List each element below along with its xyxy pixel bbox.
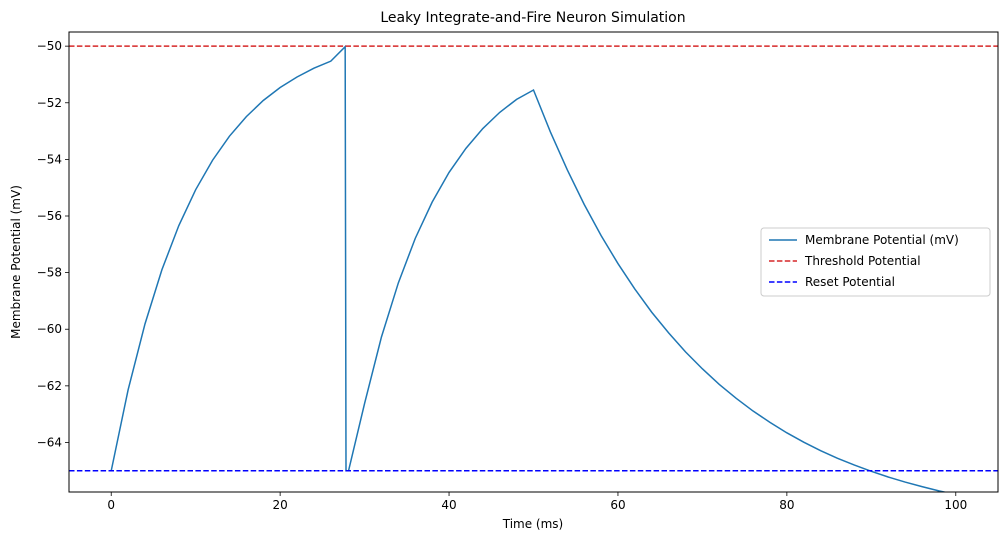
chart-title: Leaky Integrate-and-Fire Neuron Simulati… xyxy=(380,10,685,26)
y-tick-label: −58 xyxy=(37,266,62,280)
y-tick-label: −50 xyxy=(37,39,62,53)
y-tick-label: −60 xyxy=(37,322,62,336)
legend-label: Membrane Potential (mV) xyxy=(805,233,959,247)
plot-area xyxy=(69,44,998,492)
plot-frame xyxy=(68,31,999,493)
x-tick-label: 80 xyxy=(779,498,794,512)
y-tick-label: −54 xyxy=(37,152,62,166)
series-line-1 xyxy=(110,44,948,492)
x-tick-label: 100 xyxy=(944,498,967,512)
y-tick-label: −62 xyxy=(37,379,62,393)
legend-label: Reset Potential xyxy=(805,275,895,289)
x-tick-label: 0 xyxy=(107,498,115,512)
x-axis: 0 20 40 60 80 100 xyxy=(107,492,967,512)
legend-box xyxy=(760,227,991,297)
legend-label: Threshold Potential xyxy=(804,254,921,268)
y-tick-label: −56 xyxy=(37,209,62,223)
x-tick-label: 20 xyxy=(272,498,287,512)
x-tick-label: 40 xyxy=(441,498,456,512)
x-axis-label: Time (ms) xyxy=(502,517,564,531)
legend: Membrane Potential (mV) Threshold Potenti… xyxy=(760,227,991,297)
y-axis: −50 −52 −54 −56 −58 −60 −62 −64 xyxy=(37,39,69,449)
y-tick-label: −52 xyxy=(37,96,62,110)
y-axis-label: Membrane Potential (mV) xyxy=(9,185,23,339)
y-tick-label: −64 xyxy=(37,435,62,449)
x-tick-label: 60 xyxy=(610,498,625,512)
